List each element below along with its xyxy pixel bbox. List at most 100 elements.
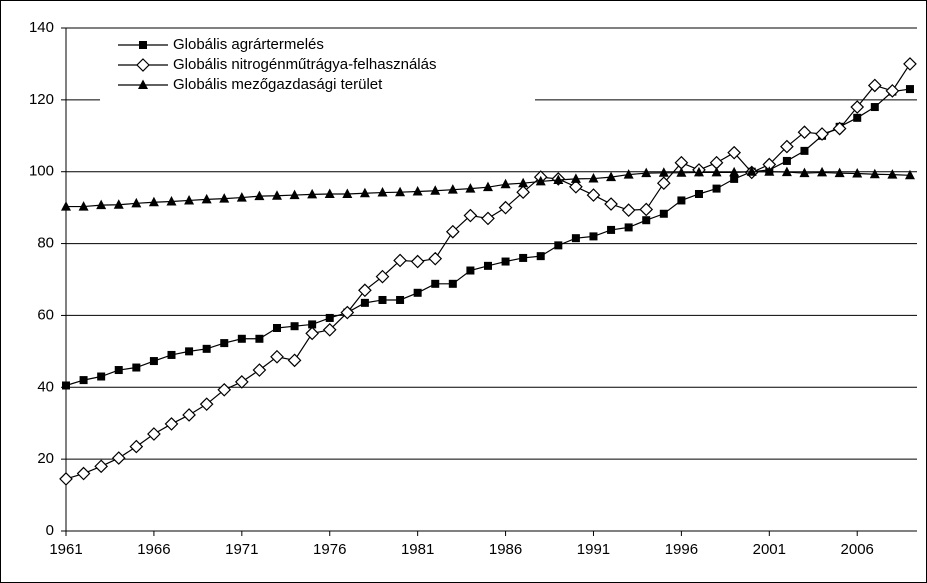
marker: [149, 357, 158, 366]
marker: [307, 188, 318, 199]
marker: [639, 202, 654, 217]
marker: [412, 185, 423, 196]
marker: [870, 103, 879, 112]
marker: [182, 408, 196, 422]
legend-label: Globális nitrogénműtrágya-felhasználás: [173, 56, 436, 73]
marker: [413, 288, 422, 297]
marker: [535, 175, 546, 186]
marker: [781, 166, 792, 177]
marker: [375, 269, 390, 284]
marker: [255, 334, 264, 343]
marker: [656, 176, 671, 191]
marker: [360, 298, 369, 307]
marker: [290, 322, 299, 331]
marker: [483, 261, 492, 270]
marker: [780, 139, 794, 154]
marker: [113, 199, 124, 209]
marker: [553, 174, 564, 184]
marker: [869, 168, 880, 179]
marker: [201, 193, 212, 204]
marker: [396, 295, 405, 304]
marker: [797, 125, 812, 140]
marker: [342, 188, 353, 198]
y-tick-label: 100: [29, 163, 54, 180]
marker: [800, 146, 809, 155]
marker: [325, 313, 334, 322]
marker: [324, 188, 335, 198]
marker: [254, 190, 265, 201]
marker: [694, 189, 703, 198]
marker: [430, 185, 441, 195]
legend-label: Globális mezőgazdasági terület: [173, 76, 383, 93]
marker: [659, 209, 668, 218]
marker: [62, 381, 70, 390]
marker: [167, 350, 176, 359]
marker: [465, 183, 476, 193]
marker: [410, 254, 425, 269]
marker: [693, 166, 704, 177]
marker: [395, 186, 406, 197]
marker: [308, 320, 317, 329]
marker: [815, 127, 829, 141]
marker: [132, 363, 141, 372]
series: [61, 166, 915, 211]
marker: [677, 196, 686, 205]
marker: [147, 427, 161, 441]
marker: [217, 382, 232, 397]
marker: [114, 366, 123, 375]
marker: [447, 184, 458, 194]
marker: [272, 324, 281, 333]
marker: [834, 167, 845, 178]
marker: [519, 253, 528, 262]
x-tick-label: 1986: [489, 541, 522, 558]
marker: [885, 84, 900, 98]
marker: [604, 197, 618, 211]
marker: [96, 199, 107, 210]
marker: [270, 349, 284, 364]
marker: [136, 58, 150, 72]
marker: [234, 375, 249, 389]
marker: [164, 417, 179, 431]
marker: [139, 41, 147, 49]
marker: [448, 279, 457, 288]
marker: [481, 211, 495, 226]
x-tick-label: 2001: [753, 541, 786, 558]
marker: [817, 166, 828, 177]
marker: [76, 466, 91, 481]
marker: [166, 196, 177, 206]
marker: [729, 166, 740, 177]
marker: [482, 181, 493, 192]
marker: [589, 232, 598, 241]
series: [59, 57, 917, 486]
legend-box: [100, 32, 535, 112]
marker: [642, 216, 651, 225]
marker: [799, 167, 810, 178]
marker: [199, 397, 214, 412]
marker: [237, 334, 246, 343]
marker: [378, 295, 387, 304]
marker: [79, 376, 88, 385]
marker: [78, 201, 89, 211]
x-tick-label: 2006: [841, 541, 874, 558]
marker: [727, 145, 741, 160]
x-tick-label: 1966: [137, 541, 170, 558]
marker: [138, 79, 148, 89]
marker: [59, 472, 73, 486]
y-tick-label: 40: [37, 378, 54, 395]
marker: [641, 167, 652, 178]
marker: [289, 189, 300, 200]
marker: [111, 451, 126, 465]
marker: [393, 253, 407, 268]
marker: [358, 283, 372, 298]
marker: [61, 201, 71, 211]
legend: Globális agrártermelés Globális nitrogénm…: [100, 32, 535, 112]
y-tick-label: 20: [37, 450, 54, 467]
marker: [377, 187, 388, 197]
y-tick-label: 140: [29, 19, 54, 36]
marker: [94, 459, 109, 474]
marker: [621, 203, 636, 218]
marker: [518, 177, 529, 188]
marker: [445, 224, 460, 239]
x-tick-label: 1996: [665, 541, 698, 558]
